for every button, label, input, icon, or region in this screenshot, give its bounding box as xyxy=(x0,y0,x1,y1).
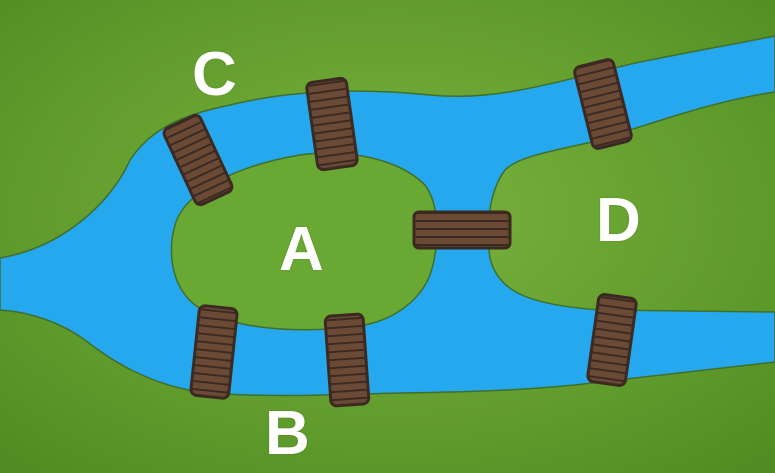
bridge-d-b xyxy=(586,293,638,387)
region-label-a: A xyxy=(279,215,324,284)
bridge-a-b-2 xyxy=(323,312,371,408)
region-label-b: B xyxy=(265,399,310,468)
bridge-a-b-1 xyxy=(189,304,239,400)
bridge-c-d xyxy=(573,58,633,150)
region-label-c: C xyxy=(192,40,237,109)
region-label-d: D xyxy=(596,186,641,255)
bridges xyxy=(162,58,638,408)
bridge-c-a-2 xyxy=(305,76,359,172)
bridge-a-d xyxy=(412,210,512,250)
bridge-c-a-1 xyxy=(162,113,234,207)
